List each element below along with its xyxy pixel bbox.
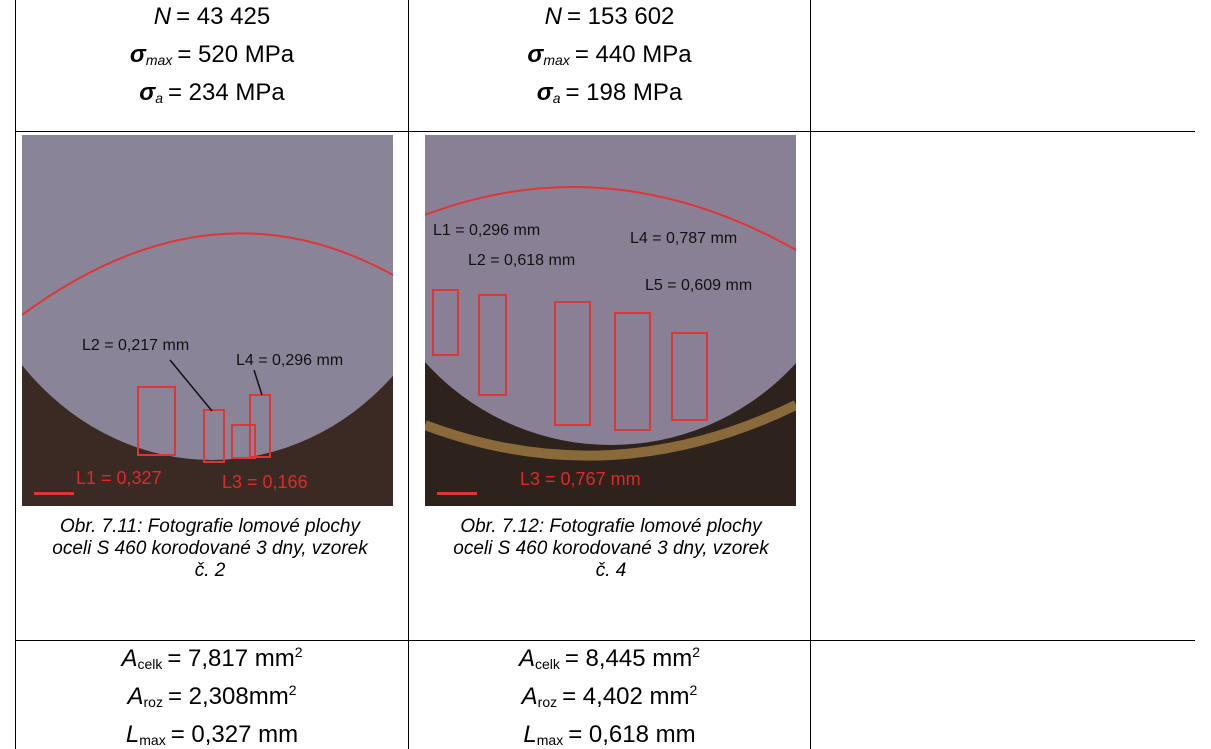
subscript: max: [145, 52, 173, 68]
row-border: [15, 640, 1195, 641]
value: = 0,327 mm: [170, 721, 299, 748]
caption: Obr. 7.12: Fotografie lomové plochy ocel…: [453, 516, 769, 581]
superscript: 2: [294, 644, 303, 660]
symbol: L: [523, 721, 537, 748]
formula-line: Aroz = 4,402 mm2: [409, 678, 810, 716]
subscript: a: [552, 90, 561, 106]
subscript: celk: [534, 656, 560, 672]
col-border: [408, 0, 409, 749]
fracture-photo: [22, 135, 393, 506]
formula-line: Lmax = 0,618 mm: [409, 716, 810, 749]
superscript: 2: [692, 644, 701, 660]
caption: Obr. 7.11: Fotografie lomové plochy ocel…: [52, 516, 368, 581]
col-border: [810, 0, 811, 749]
value: = 8,445 mm: [564, 645, 693, 672]
symbol-group: N: [154, 3, 171, 30]
value: = 4,402 mm: [562, 683, 690, 710]
subscript: roz: [537, 694, 558, 710]
subscript: max: [139, 732, 166, 748]
formula-line: Acelk = 7,817 mm2: [16, 640, 408, 678]
symbol-group: Lmax: [523, 721, 563, 748]
subscript: roz: [143, 694, 163, 710]
symbol: σ: [139, 79, 156, 106]
symbol-group: σa: [537, 79, 561, 106]
subscript: max: [536, 732, 564, 748]
formula-line: Acelk = 8,445 mm2: [409, 640, 810, 678]
symbol-group: Acelk: [121, 645, 162, 672]
symbol-group: σa: [139, 79, 163, 106]
symbol: A: [127, 683, 144, 710]
symbol: A: [518, 645, 535, 672]
superscript: 2: [689, 682, 698, 698]
symbol-group: σmax: [527, 41, 569, 68]
formula-line: Aroz = 2,308mm2: [16, 678, 408, 716]
value: = 440 MPa: [574, 41, 692, 68]
row-border: [15, 131, 1195, 132]
symbol: A: [521, 683, 538, 710]
photo-label: L3 = 0,767 mm: [520, 469, 641, 489]
photo-label: L4 = 0,787 mm: [630, 230, 738, 247]
subscript: a: [155, 90, 163, 106]
value: = 2,308mm: [167, 683, 289, 710]
formula-line: σmax = 520 MPa: [16, 36, 408, 74]
value: = 520 MPa: [177, 41, 295, 68]
symbol: σ: [129, 41, 146, 68]
col-border: [15, 0, 16, 749]
symbol-group: Acelk: [519, 645, 560, 672]
symbol-group: Aroz: [522, 683, 557, 710]
symbol: N: [153, 3, 172, 30]
value: = 7,817 mm: [167, 645, 295, 672]
photo-label: L1 = 0,327: [76, 468, 162, 488]
value: = 43 425: [176, 3, 271, 30]
symbol: σ: [527, 41, 544, 68]
symbol-group: N: [545, 3, 562, 30]
subscript: celk: [137, 656, 163, 672]
photo-label: L2 = 0,217 mm: [82, 337, 190, 354]
subscript: max: [543, 52, 570, 68]
symbol-group: Lmax: [126, 721, 166, 748]
formula-line: N = 153 602: [409, 0, 810, 36]
symbol-group: σmax: [130, 41, 172, 68]
fracture-photo: [425, 135, 796, 506]
formula-line: N = 43 425: [16, 0, 408, 36]
photo-label: L5 = 0,609 mm: [645, 277, 753, 294]
photo-label: L1 = 0,296 mm: [433, 222, 541, 239]
formula-line: σmax = 440 MPa: [409, 36, 810, 74]
symbol: N: [544, 3, 562, 30]
superscript: 2: [288, 682, 297, 698]
value: = 153 602: [566, 3, 675, 30]
symbol: A: [121, 645, 138, 672]
formula-line: σa = 198 MPa: [409, 74, 810, 112]
cell: Acelk = 8,445 mm2 Aroz = 4,402 mm2 Lmax = 0,6…: [409, 640, 810, 749]
symbol: L: [125, 721, 140, 748]
value: = 198 MPa: [565, 79, 683, 106]
value: = 0,618 mm: [568, 721, 696, 748]
symbol: σ: [536, 79, 553, 106]
formula-line: Lmax = 0,327 mm: [16, 716, 408, 749]
cell: N = 43 425 σmax = 520 MPa σa = 234 MPa: [16, 0, 408, 112]
formula-line: σa = 234 MPa: [16, 74, 408, 112]
photo-label: L4 = 0,296 mm: [236, 352, 344, 369]
photo-label: L3 = 0,166: [222, 472, 308, 492]
cell: N = 153 602 σmax = 440 MPa σa = 198 MPa: [409, 0, 810, 112]
cell: Acelk = 7,817 mm2 Aroz = 2,308mm2 Lmax = 0,32…: [16, 640, 408, 749]
value: = 234 MPa: [167, 79, 285, 106]
photo-label: L2 = 0,618 mm: [468, 252, 576, 269]
symbol-group: Aroz: [128, 683, 163, 710]
